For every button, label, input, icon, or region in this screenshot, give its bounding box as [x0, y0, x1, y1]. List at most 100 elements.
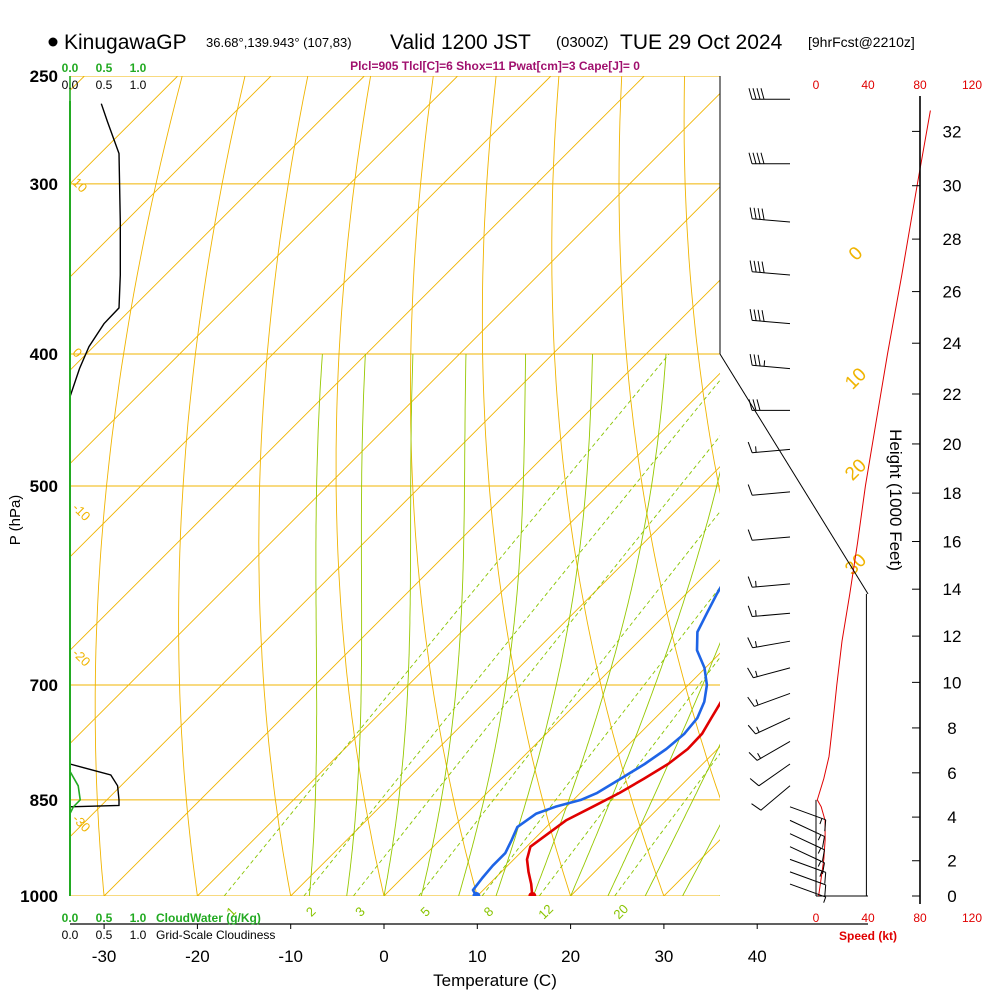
speed-axis-title: Speed (kt): [839, 929, 897, 943]
wind-barb-staff: [752, 448, 791, 454]
cloudwater-axis-title: CloudWater (g/Kg): [156, 911, 261, 925]
wind-barb: [789, 819, 825, 848]
moist-adiabat: [346, 353, 366, 896]
pressure-tick-label: 500: [30, 477, 58, 496]
isotherm-label: 10: [841, 364, 871, 394]
height-tick-label: 28: [943, 230, 962, 249]
wind-barb: [749, 309, 791, 325]
wind-barb-staff: [789, 819, 825, 837]
wind-barb-feather: [760, 88, 765, 100]
wind-barb-staff: [752, 583, 791, 588]
wind-barb-feather: [747, 667, 754, 678]
dry-adiabat-label: 10: [69, 175, 90, 196]
dewpoint-line: [471, 585, 720, 896]
wind-barb-staff: [789, 846, 825, 864]
isotherm-line: [851, 76, 1000, 896]
wind-barb-staff: [760, 785, 791, 811]
pressure-tick-label: 850: [30, 791, 58, 810]
wind-barb-feather: [751, 803, 762, 811]
wind-barb: [789, 846, 825, 875]
dry-adiabat: [178, 76, 246, 896]
wind-barb: [747, 605, 791, 618]
wind-barb-half-feather: [755, 446, 757, 453]
mixing-ratio-label: 20: [610, 901, 631, 922]
wind-barb: [747, 441, 791, 454]
dry-adiabat: [410, 76, 478, 896]
wind-barb-feather: [749, 207, 753, 219]
wind-panel-diagonal: [719, 353, 869, 595]
wind-barb-half-feather: [817, 834, 822, 841]
wind-barb-staff: [789, 858, 826, 873]
wind-barb-feather: [756, 399, 761, 411]
wind-barb-feather: [747, 696, 755, 707]
cloudiness-axis-title: Grid-Scale Cloudiness: [156, 928, 275, 942]
wind-barb-half-feather: [755, 580, 757, 587]
wind-barb-feather: [824, 872, 827, 884]
isotherm-line: [70, 92, 720, 745]
moist-adiabat: [495, 353, 593, 896]
moist-adiabat: [607, 641, 720, 896]
stability-indices: Plcl=905 Tlcl[C]=6 Shox=11 Pwat[cm]=3 Ca…: [350, 59, 640, 73]
height-tick-label: 6: [947, 764, 956, 783]
surface-temperature-marker: [528, 892, 537, 896]
x-tick-label: -30: [92, 947, 117, 966]
cloudwater-top-tick: 0.0: [62, 61, 79, 75]
wind-barb-half-feather: [754, 641, 758, 648]
wind-barb-staff: [752, 319, 791, 325]
dry-adiabat: [481, 76, 572, 896]
wind-barb-feather: [749, 309, 753, 321]
wind-barb-half-feather: [763, 360, 766, 367]
wind-barb-feather: [747, 605, 753, 617]
wind-barb: [748, 152, 790, 165]
wind-barb-half-feather: [817, 847, 822, 854]
wind-barb-staff: [789, 883, 826, 898]
height-tick-label: 32: [943, 122, 962, 141]
wind-barb-staff: [752, 271, 791, 276]
height-tick-label: 14: [943, 580, 962, 599]
thermo-grid: [70, 76, 1000, 896]
wind-barb: [747, 717, 791, 735]
wind-barb-staff: [752, 491, 791, 496]
mixing-ratio-line: [538, 656, 720, 896]
wind-barb: [749, 260, 791, 276]
wind-barb: [751, 785, 791, 811]
cloudwater-bottom-tick: 0.5: [96, 911, 113, 925]
x-tick-label: 30: [654, 947, 673, 966]
wind-barb-feather: [753, 354, 757, 366]
wind-barb-half-feather: [757, 752, 761, 759]
x-axis-title: Temperature (C): [433, 971, 557, 990]
wind-barb: [789, 833, 825, 862]
wind-barb-half-feather: [756, 726, 760, 733]
height-tick-label: 8: [947, 719, 956, 738]
height-tick-label: 0: [947, 887, 956, 906]
forecast-info: [9hrFcst@2210z]: [808, 34, 915, 50]
wind-barb-staff: [752, 536, 791, 541]
surface-dewpoint-marker: [472, 892, 481, 896]
wind-barb: [748, 740, 791, 761]
x-tick-label: 40: [748, 947, 767, 966]
wind-barb-half-feather: [823, 896, 827, 903]
height-tick-label: 18: [943, 484, 962, 503]
wind-barb-half-feather: [819, 818, 823, 825]
moist-adiabat: [458, 353, 527, 896]
wind-barb-feather: [822, 862, 825, 875]
wind-barb-staff: [753, 667, 791, 679]
station-marker-icon: [48, 37, 58, 47]
x-tick-label: 10: [468, 947, 487, 966]
dry-adiabat-label: 0: [70, 345, 86, 361]
wind-barb-feather: [757, 208, 761, 220]
cloudiness-bottom-tick: 1.0: [130, 928, 147, 942]
station-coords: 36.68°,139.943° (107,83): [206, 35, 352, 50]
wind-barb: [747, 484, 791, 496]
cloudiness-bottom-tick: 0.5: [96, 928, 113, 942]
wind-barb: [747, 529, 791, 541]
wind-barb: [749, 353, 791, 370]
wind-barb-feather: [747, 637, 754, 649]
wind-panel: [747, 88, 931, 903]
isotherm-line: [476, 652, 720, 896]
wind-barb: [789, 858, 827, 884]
wind-barb-staff: [789, 871, 826, 886]
wind-barb-staff: [789, 833, 825, 851]
wind-barb-feather: [749, 778, 760, 787]
mixing-ratio-line: [303, 379, 720, 896]
